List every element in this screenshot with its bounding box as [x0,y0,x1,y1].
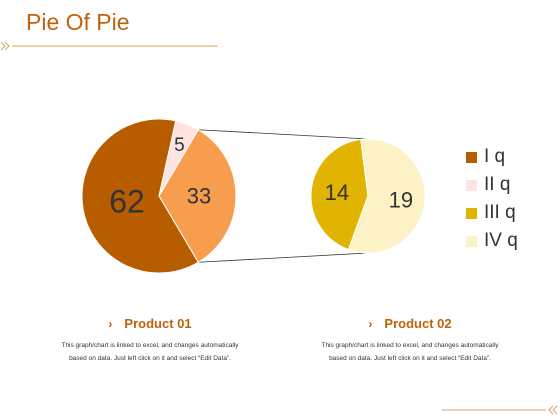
connector-line [198,252,369,263]
product-02-block: › Product 02 This graph/chart is linked … [285,316,535,365]
chevron-right-icon: › [368,316,373,331]
legend-swatch [466,207,477,219]
pie-slice [347,138,426,254]
legend-item: I q [466,143,518,171]
footer-divider [442,405,558,415]
product-title: Product 01 [124,316,192,331]
connector-line [198,129,369,140]
product-description: This graph/chart is linked to excel, and… [285,339,535,365]
legend-label: III q [484,202,516,223]
double-chevron-left-icon [548,405,558,415]
product-description: This graph/chart is linked to excel, and… [25,339,275,365]
description-line: based on data. Just left click on it and… [329,355,491,362]
page-title: Pie Of Pie [26,9,130,35]
legend-label: I q [484,146,506,167]
product-heading: › Product 01 [25,316,275,331]
data-label: 33 [187,184,211,209]
legend-swatch [466,179,477,191]
description-line: This graph/chart is linked to excel, and… [321,342,499,349]
data-label: 19 [389,187,413,212]
product-heading: › Product 02 [285,316,535,331]
legend-item: IV q [466,227,518,255]
data-label: 62 [109,183,145,219]
data-label: 14 [325,180,349,205]
legend-swatch [466,235,477,247]
chart-legend: I q II q III q IV q [466,143,518,255]
chevron-right-icon: › [108,316,113,331]
pie-slice [158,120,199,197]
legend-swatch [466,151,477,163]
legend-label: IV q [484,230,518,251]
description-line: based on data. Just left click on it and… [69,355,231,362]
pie-slice [81,118,199,274]
legend-label: II q [484,174,511,195]
data-label: 5 [174,135,185,156]
description-line: This graph/chart is linked to excel, and… [61,342,239,349]
legend-item: II q [466,171,518,199]
pie-slice [310,138,369,251]
legend-item: III q [466,199,518,227]
header-divider [0,41,218,51]
pie-slice [158,129,237,263]
product-01-block: › Product 01 This graph/chart is linked … [25,316,275,365]
product-title: Product 02 [384,316,452,331]
double-chevron-right-icon [0,41,10,51]
